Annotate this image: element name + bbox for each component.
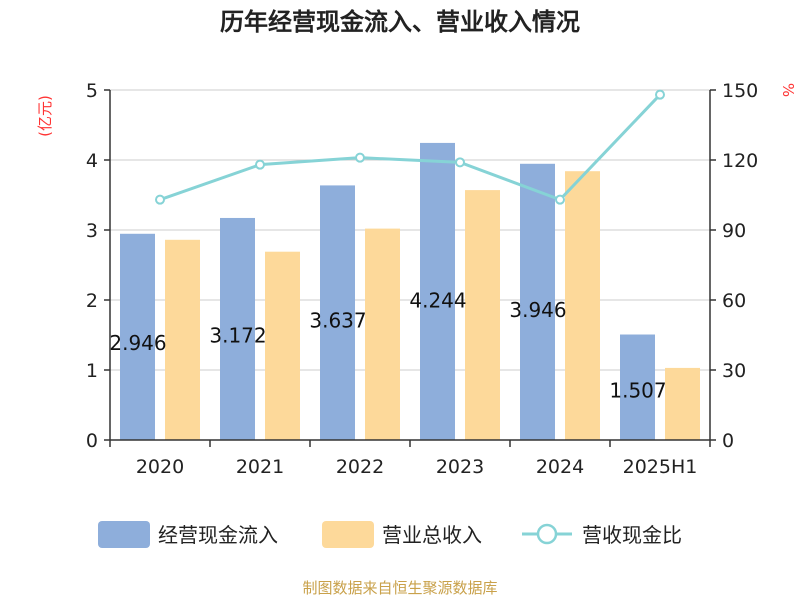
data-labels-group: 2.946 3.172 3.637 4.244 3.946 1.507 xyxy=(109,288,666,402)
tick-labels-group: 0 1 2 3 4 5 0 30 60 90 120 150 2020 2021 2022 2023 2024 2… xyxy=(86,80,758,478)
left-tick-label: 0 xyxy=(86,430,98,452)
bars-group xyxy=(120,142,700,441)
left-tick-label: 1 xyxy=(86,360,98,382)
data-label-cash-inflow: 3.946 xyxy=(509,298,566,322)
bar-revenue xyxy=(265,251,300,440)
left-axis-unit: (亿元) xyxy=(36,95,54,137)
ratio-point xyxy=(255,159,265,170)
right-axis-unit: % xyxy=(779,83,797,97)
data-label-cash-inflow: 4.244 xyxy=(409,288,466,312)
bar-cash-inflow xyxy=(320,185,355,440)
grid-lines xyxy=(110,89,710,371)
bar-revenue xyxy=(365,228,400,440)
bar-cash-inflow xyxy=(220,217,255,440)
chart-title: 历年经营现金流入、营业收入情况 xyxy=(220,8,580,36)
legend: 经营现金流入 营业总收入 营收现金比 xyxy=(98,521,682,548)
ratio-point xyxy=(655,89,665,100)
data-label-cash-inflow: 3.637 xyxy=(309,308,366,332)
left-tick-label: 2 xyxy=(86,290,98,312)
ratio-point xyxy=(555,194,565,205)
right-tick-label: 0 xyxy=(722,430,734,452)
ratio-line xyxy=(159,93,662,202)
data-label-cash-inflow: 3.172 xyxy=(209,324,266,348)
legend-label-ratio: 营收现金比 xyxy=(582,523,682,547)
ratio-point xyxy=(355,152,365,163)
legend-swatch-cash-inflow xyxy=(98,521,150,548)
right-tick-label: 120 xyxy=(722,150,758,172)
right-tick-label: 60 xyxy=(722,290,746,312)
left-tick-label: 3 xyxy=(86,220,98,242)
ratio-line-group xyxy=(155,89,665,205)
source-note: 制图数据来自恒生聚源数据库 xyxy=(302,579,497,597)
left-tick-label: 4 xyxy=(86,150,98,172)
ratio-point xyxy=(155,194,165,205)
x-tick-label: 2024 xyxy=(536,456,584,478)
bar-revenue xyxy=(465,190,500,440)
bar-revenue xyxy=(665,367,700,440)
axes-group xyxy=(104,89,716,447)
x-tick-label: 2021 xyxy=(236,456,284,478)
ratio-point xyxy=(455,157,465,168)
legend-swatch-revenue xyxy=(322,521,374,548)
legend-swatch-ratio-marker xyxy=(536,523,558,545)
bar-cash-inflow xyxy=(520,163,555,440)
data-label-cash-inflow: 1.507 xyxy=(609,378,666,402)
bar-cash-inflow xyxy=(620,334,655,440)
x-tick-label: 2023 xyxy=(436,456,484,478)
right-tick-label: 150 xyxy=(722,80,758,102)
legend-label-revenue: 营业总收入 xyxy=(382,523,482,547)
right-tick-label: 30 xyxy=(722,360,746,382)
x-tick-label: 2025H1 xyxy=(623,456,698,478)
right-tick-label: 90 xyxy=(722,220,746,242)
legend-label-cash-inflow: 经营现金流入 xyxy=(158,523,278,547)
bar-revenue xyxy=(565,171,600,440)
x-tick-label: 2022 xyxy=(336,456,384,478)
data-label-cash-inflow: 2.946 xyxy=(109,331,166,355)
x-tick-label: 2020 xyxy=(136,456,184,478)
bar-revenue xyxy=(165,239,200,440)
bar-cash-inflow xyxy=(420,142,455,441)
bar-cash-inflow xyxy=(120,233,155,440)
left-tick-label: 5 xyxy=(86,80,98,102)
